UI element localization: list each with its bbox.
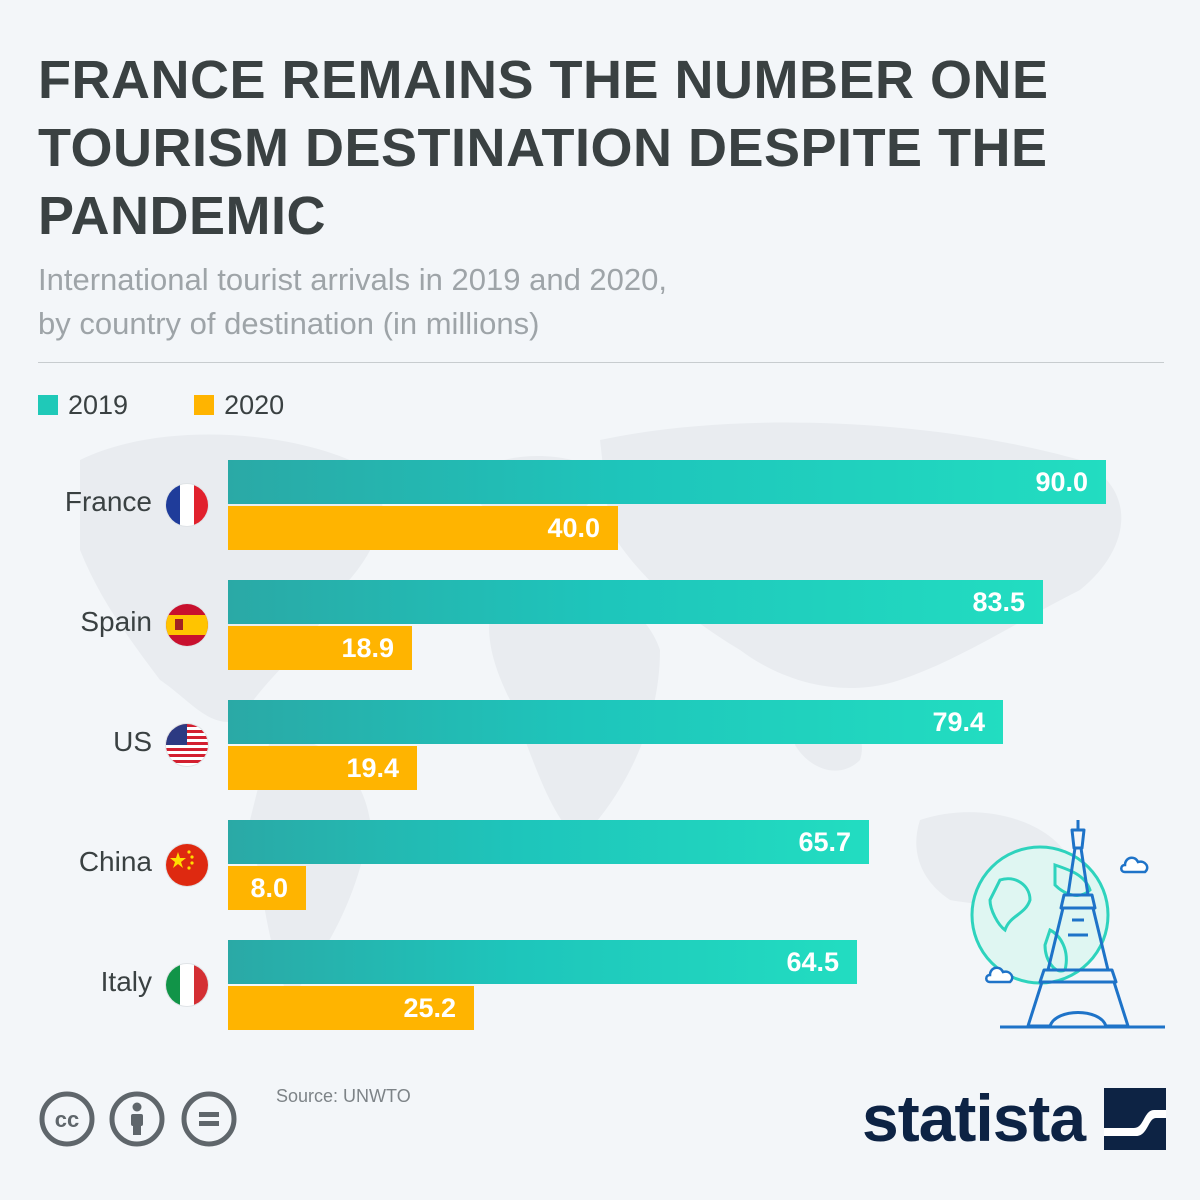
subtitle-line-1: International tourist arrivals in 2019 a…: [38, 262, 668, 297]
chart-title: FRANCE REMAINS THE NUMBER ONE TOURISM DE…: [38, 50, 1049, 246]
svg-text:cc: cc: [55, 1107, 79, 1132]
bar-2019: 83.5: [228, 580, 1043, 624]
subtitle-line-2: by country of destination (in millions): [38, 306, 540, 341]
chart-row: France 90.0 40.0: [0, 460, 1200, 552]
france-flag-icon: [166, 484, 208, 526]
data-label: 19.4: [346, 752, 399, 783]
data-label: 65.7: [798, 826, 851, 857]
data-label: 40.0: [547, 512, 600, 543]
bar-2019: 90.0: [228, 460, 1106, 504]
chart-row: China 65.7 8.0: [0, 820, 1200, 912]
legend-label-2020: 2020: [224, 389, 285, 420]
source-note: Source: UNWTO: [276, 1086, 411, 1106]
data-label: 25.2: [403, 992, 456, 1023]
bar-2019: 64.5: [228, 940, 857, 984]
china-flag-icon: [166, 844, 208, 886]
legend-item-2019: 2019: [38, 390, 128, 421]
legend: 2019 2020: [38, 388, 350, 422]
bar-2020: 18.9: [228, 626, 412, 670]
bar-2019: 79.4: [228, 700, 1003, 744]
creative-commons-icon: cc: [39, 1091, 95, 1147]
data-label: 83.5: [972, 586, 1025, 617]
chart-row: US 79.4 19.4: [0, 700, 1200, 792]
attribution-icon: [109, 1091, 165, 1147]
category-label: France: [64, 486, 152, 517]
us-flag-icon: [166, 724, 208, 766]
category-label: China: [78, 846, 152, 877]
legend-label-2019: 2019: [68, 389, 129, 420]
eiffel-tower-illustration: [970, 820, 1165, 1029]
data-label: 90.0: [1035, 466, 1088, 497]
legend-item-2020: 2020: [194, 390, 284, 421]
chart-subtitle: International tourist arrivals in 2019 a…: [38, 258, 938, 346]
data-label: 79.4: [932, 706, 985, 737]
bar-2019: 65.7: [228, 820, 869, 864]
no-derivatives-icon: [181, 1091, 237, 1147]
title-divider: [38, 362, 1164, 363]
data-label: 8.0: [250, 872, 288, 903]
italy-flag-icon: [166, 964, 208, 1006]
bar-2020: 19.4: [228, 746, 417, 790]
category-label: Italy: [100, 966, 152, 997]
statista-logo: statista: [862, 1081, 1086, 1155]
legend-swatch-2020: [194, 395, 215, 415]
bar-2020: 25.2: [228, 986, 474, 1030]
data-label: 18.9: [341, 632, 394, 663]
chart-row: Spain 83.5 18.9: [0, 580, 1200, 672]
category-label: Spain: [80, 606, 152, 637]
legend-swatch-2019: [38, 395, 58, 415]
bar-2020: 40.0: [228, 506, 618, 550]
statista-logo-mark-icon: [1104, 1088, 1166, 1150]
spain-flag-icon: [166, 604, 208, 646]
bar-2020: 8.0: [228, 866, 306, 910]
chart-row: Italy 64.5 25.2: [0, 940, 1200, 1032]
category-label: US: [113, 726, 152, 757]
data-label: 64.5: [786, 946, 839, 977]
